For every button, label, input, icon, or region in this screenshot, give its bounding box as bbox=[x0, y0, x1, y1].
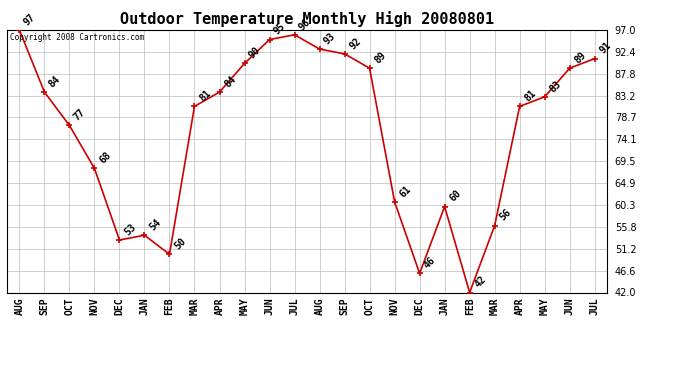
Title: Outdoor Temperature Monthly High 20080801: Outdoor Temperature Monthly High 2008080… bbox=[120, 12, 494, 27]
Text: 50: 50 bbox=[172, 236, 188, 252]
Text: 42: 42 bbox=[473, 274, 488, 290]
Text: 68: 68 bbox=[97, 150, 112, 166]
Text: Copyright 2008 Cartronics.com: Copyright 2008 Cartronics.com bbox=[10, 33, 144, 42]
Text: 84: 84 bbox=[222, 74, 237, 89]
Text: 53: 53 bbox=[122, 222, 137, 237]
Text: 95: 95 bbox=[273, 21, 288, 37]
Text: 84: 84 bbox=[47, 74, 63, 89]
Text: 97: 97 bbox=[22, 12, 37, 27]
Text: 56: 56 bbox=[497, 207, 513, 223]
Text: 81: 81 bbox=[522, 88, 538, 104]
Text: 96: 96 bbox=[297, 16, 313, 32]
Text: 60: 60 bbox=[447, 188, 463, 204]
Text: 83: 83 bbox=[547, 79, 563, 94]
Text: 54: 54 bbox=[147, 217, 163, 232]
Text: 93: 93 bbox=[322, 31, 337, 46]
Text: 91: 91 bbox=[598, 40, 613, 56]
Text: 90: 90 bbox=[247, 45, 263, 61]
Text: 81: 81 bbox=[197, 88, 213, 104]
Text: 89: 89 bbox=[373, 50, 388, 65]
Text: 89: 89 bbox=[573, 50, 588, 65]
Text: 77: 77 bbox=[72, 107, 88, 123]
Text: 92: 92 bbox=[347, 36, 363, 51]
Text: 61: 61 bbox=[397, 184, 413, 199]
Text: 46: 46 bbox=[422, 255, 437, 271]
